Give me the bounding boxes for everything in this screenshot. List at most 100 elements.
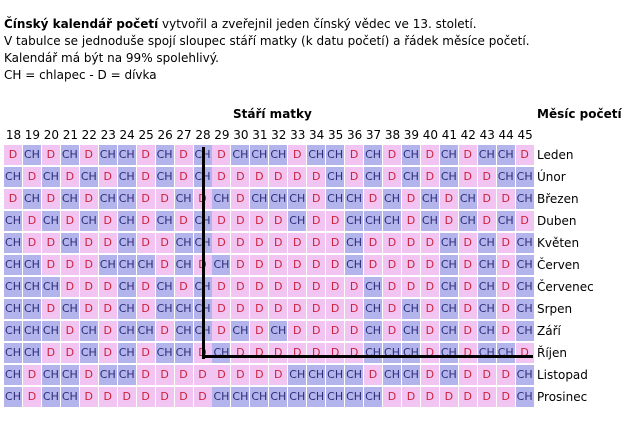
age-label: 22 (81, 128, 97, 142)
cell-girl: D (60, 277, 79, 297)
cell-boy: CH (117, 233, 136, 253)
cell-girl: D (155, 255, 174, 275)
cell-boy: CH (439, 343, 458, 363)
cell-boy: CH (496, 343, 515, 363)
age-label: 37 (365, 128, 382, 142)
month-label: Listopad (537, 368, 588, 382)
age-label: 44 (498, 128, 514, 142)
cell-girl: D (420, 299, 439, 319)
cell-girl: D (136, 211, 155, 231)
cell-girl: D (155, 387, 174, 407)
cell-boy: CH (117, 145, 136, 165)
cell-girl: D (345, 321, 364, 341)
cell-girl: D (439, 189, 458, 209)
age-label: 40 (422, 128, 439, 142)
cell-girl: D (326, 321, 345, 341)
intro-text: Čínský kalendář početí vytvořil a zveřej… (4, 16, 530, 84)
cell-boy: CH (439, 277, 458, 297)
cell-boy: CH (439, 145, 458, 165)
cell-boy: CH (136, 255, 155, 275)
cell-girl: D (288, 145, 307, 165)
cell-girl: D (326, 343, 345, 363)
cell-boy: CH (212, 343, 231, 363)
intro-line-3: Kalendář má být na 99% spolehlivý. (4, 51, 219, 65)
cell-girl: D (345, 277, 364, 297)
cell-girl: D (458, 145, 477, 165)
month-label: Prosinec (537, 390, 588, 404)
cell-girl: D (117, 387, 136, 407)
cell-boy: CH (477, 343, 496, 363)
cell-boy: CH (345, 387, 364, 407)
cell-boy: CH (401, 167, 420, 187)
cell-boy: CH (401, 343, 420, 363)
calendar-title-rest: vytvořil a zveřejnil jeden čínský vědec … (158, 17, 477, 31)
age-28-marker-line (202, 147, 205, 359)
age-label: 43 (479, 128, 495, 142)
cell-boy: CH (477, 277, 496, 297)
cell-girl: D (231, 211, 250, 231)
cell-girl: D (458, 321, 477, 341)
cell-girl: D (98, 387, 117, 407)
cell-boy: CH (174, 343, 193, 363)
cell-boy: CH (174, 255, 193, 275)
cell-girl: D (136, 387, 155, 407)
cell-boy: CH (4, 233, 22, 253)
cell-girl: D (326, 277, 345, 297)
cell-boy: CH (155, 299, 174, 319)
cell-girl: D (250, 233, 269, 253)
cell-girl: D (269, 255, 288, 275)
cell-girl: D (288, 343, 307, 363)
month-label: Leden (537, 148, 574, 162)
cell-girl: D (98, 277, 117, 297)
cell-girl: D (193, 365, 212, 385)
cell-girl: D (60, 211, 79, 231)
cell-boy: CH (326, 167, 345, 187)
age-label: 34 (309, 128, 325, 142)
cell-boy: CH (477, 321, 496, 341)
cell-boy: CH (477, 299, 496, 319)
cell-girl: D (79, 277, 98, 297)
month-header: Měsíc početí (537, 107, 622, 121)
cell-girl: D (98, 211, 117, 231)
cell-boy: CH (515, 255, 534, 275)
cell-girl: D (193, 387, 212, 407)
cell-girl: D (420, 343, 439, 363)
cell-boy: CH (98, 189, 117, 209)
cell-boy: CH (458, 189, 477, 209)
cell-girl: D (458, 387, 477, 407)
age-label: 25 (138, 128, 154, 142)
cell-girl: D (307, 277, 326, 297)
cell-girl: D (174, 145, 193, 165)
intro-line-4: CH = chlapec - D = dívka (4, 68, 157, 82)
cell-girl: D (420, 365, 439, 385)
cell-girl: D (383, 321, 401, 341)
month-label: Květen (537, 236, 580, 250)
cell-boy: CH (269, 189, 288, 209)
cell-boy: CH (496, 167, 515, 187)
cell-girl: D (496, 321, 515, 341)
cell-girl: D (458, 365, 477, 385)
cell-boy: CH (4, 321, 22, 341)
cell-boy: CH (401, 145, 420, 165)
cell-boy: CH (345, 189, 364, 209)
cell-girl: D (401, 189, 420, 209)
rijen-marker-line (202, 355, 533, 358)
cell-boy: CH (288, 387, 307, 407)
cell-girl: D (269, 299, 288, 319)
calendar-title: Čínský kalendář početí (4, 17, 159, 31)
cell-girl: D (60, 343, 79, 363)
cell-girl: D (269, 365, 288, 385)
age-label: 31 (252, 128, 268, 142)
cell-girl: D (60, 167, 79, 187)
cell-girl: D (458, 277, 477, 297)
cell-boy: CH (117, 365, 136, 385)
cell-girl: D (326, 233, 345, 253)
cell-boy: CH (401, 321, 420, 341)
age-label: 21 (62, 128, 78, 142)
cell-boy: CH (477, 145, 496, 165)
cell-girl: D (420, 233, 439, 253)
cell-girl: D (4, 145, 22, 165)
cell-boy: CH (439, 299, 458, 319)
cell-boy: CH (383, 343, 401, 363)
cell-boy: CH (117, 343, 136, 363)
